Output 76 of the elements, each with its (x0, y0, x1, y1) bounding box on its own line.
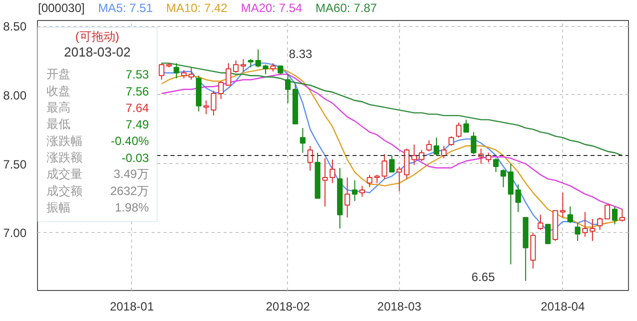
y-tick-label: 8.50 (3, 20, 27, 34)
y-tick-label: 7.50 (3, 157, 27, 172)
candlestick (604, 204, 610, 220)
annotation: -0.40% (110, 134, 150, 148)
candlestick (359, 185, 365, 198)
annotation: 1.98% (114, 200, 150, 215)
annotation: 最高 (46, 100, 70, 115)
candlestick (300, 127, 306, 154)
annotation: 6.65 (472, 270, 496, 284)
annotation: 3.49万 (114, 167, 149, 182)
candlestick (493, 158, 499, 173)
annotation: 最低 (46, 117, 70, 132)
candlestick (203, 100, 209, 115)
y-tick-label: 8.00 (3, 88, 27, 102)
annotation: 8.33 (288, 46, 313, 61)
text: MA20: 7.54 (240, 1, 302, 15)
candlestick (411, 144, 417, 166)
candlestick (255, 48, 261, 68)
annotation: 涨跌额 (46, 150, 82, 165)
annotation: (可拖动) (75, 29, 120, 44)
candlestick (538, 214, 544, 230)
x-tick-label: 2018-03 (377, 300, 422, 314)
y-tick-label: 7.00 (3, 226, 27, 240)
candlestick (426, 140, 432, 152)
annotation: 2632万 (110, 184, 149, 198)
candlestick (434, 137, 440, 156)
candlestick (597, 216, 603, 230)
x-tick-label: 2018-01 (110, 300, 154, 314)
x-tick-label: 2018-04 (540, 300, 586, 314)
candlestick (330, 159, 336, 184)
candlestick (262, 64, 268, 75)
text: MA5: 7.51 (98, 1, 153, 15)
annotation: 7.64 (126, 101, 150, 116)
candlestick (567, 206, 573, 224)
annotation: 7.53 (126, 68, 150, 82)
annotation: 开盘 (46, 67, 70, 82)
candlestick (285, 74, 291, 104)
annotation: 收盘 (46, 84, 70, 98)
candlestick (322, 158, 328, 207)
annotation: 振幅 (46, 200, 70, 215)
annotation: 7.49 (126, 118, 150, 132)
candlestick (441, 145, 447, 159)
candlestick (500, 168, 506, 188)
candlestick (344, 177, 350, 218)
candlestick (174, 62, 180, 79)
candlestick (463, 119, 469, 133)
annotation: 成交量 (46, 167, 82, 182)
candlestick (448, 136, 454, 146)
text: MA10: 7.42 (166, 1, 228, 15)
candlestick (210, 90, 216, 116)
candlestick (240, 58, 246, 72)
candlestick (560, 192, 566, 218)
annotation: 7.56 (126, 84, 150, 98)
candlestick (612, 206, 618, 225)
candlestick (396, 166, 402, 192)
annotation: -0.03 (122, 151, 150, 166)
candlestick (307, 145, 313, 172)
candlestick (574, 222, 580, 242)
candlestick (352, 180, 358, 202)
candlestick (418, 149, 424, 162)
annotation: 涨跌幅 (46, 134, 82, 148)
candlestick (619, 208, 625, 222)
candlestick (233, 60, 239, 74)
candlestick (188, 66, 194, 80)
candlestick (456, 122, 462, 138)
chart-title: [000030] (38, 1, 85, 15)
candlestick (366, 174, 372, 188)
annotation: 2018-03-02 (64, 44, 131, 60)
candlestick (389, 155, 395, 173)
candlestick (508, 163, 514, 265)
annotation: 成交额 (46, 184, 82, 198)
x-tick-label: 2018-02 (266, 300, 310, 314)
candlestick (515, 184, 521, 212)
text: MA60: 7.87 (316, 1, 377, 15)
candlestick (545, 224, 551, 244)
candlestick (470, 132, 476, 155)
